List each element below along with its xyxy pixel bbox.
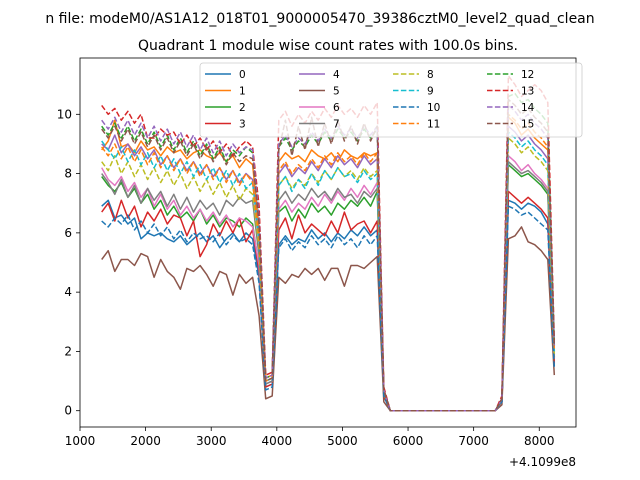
legend-label-8: 8: [427, 69, 434, 81]
x-tick-label: 7000: [458, 434, 489, 448]
legend-label-6: 6: [333, 102, 340, 114]
series-line-9: [101, 131, 556, 412]
legend-label-15: 15: [521, 119, 534, 131]
x-tick-label: 8000: [524, 434, 555, 448]
legend-label-4: 4: [333, 69, 340, 81]
y-tick-label: 0: [64, 404, 72, 418]
legend-label-12: 12: [521, 69, 534, 81]
legend-label-13: 13: [521, 86, 534, 98]
legend-label-0: 0: [239, 69, 246, 81]
legend-label-5: 5: [333, 86, 340, 98]
legend-label-9: 9: [427, 86, 434, 98]
legend-label-3: 3: [239, 119, 246, 131]
series-line-14: [101, 104, 556, 412]
x-tick-label: 1000: [65, 434, 96, 448]
chart-title: Quadrant 1 module wise count rates with …: [138, 38, 518, 54]
legend-label-14: 14: [521, 102, 535, 114]
x-tick-label: 4000: [262, 434, 293, 448]
x-offset-label: +4.1099e8: [509, 455, 576, 469]
y-tick-label: 6: [64, 226, 72, 240]
x-axis: 1000 2000 3000 4000 5000 6000 7000 8000: [65, 427, 555, 448]
legend-frame: [199, 62, 583, 138]
figure-suptitle: n file: modeM0/AS1A12_018T01_9000005470_…: [45, 11, 594, 27]
y-tick-label: 4: [64, 285, 72, 299]
x-tick-label: 3000: [196, 434, 227, 448]
y-axis: 0 2 4 6 8 10: [57, 107, 80, 418]
legend-label-11: 11: [427, 119, 440, 131]
x-tick-label: 6000: [393, 434, 424, 448]
x-tick-label: 2000: [130, 434, 161, 448]
legend-label-10: 10: [427, 102, 440, 114]
legend-label-1: 1: [239, 86, 246, 98]
y-tick-label: 2: [64, 344, 72, 358]
plot-frame: [79, 57, 577, 428]
y-tick-label: 10: [57, 107, 72, 121]
legend-label-7: 7: [333, 119, 340, 131]
series-line-10: [101, 205, 556, 412]
legend-label-2: 2: [239, 102, 246, 114]
y-tick-label: 8: [64, 167, 72, 181]
x-tick-label: 5000: [327, 434, 358, 448]
